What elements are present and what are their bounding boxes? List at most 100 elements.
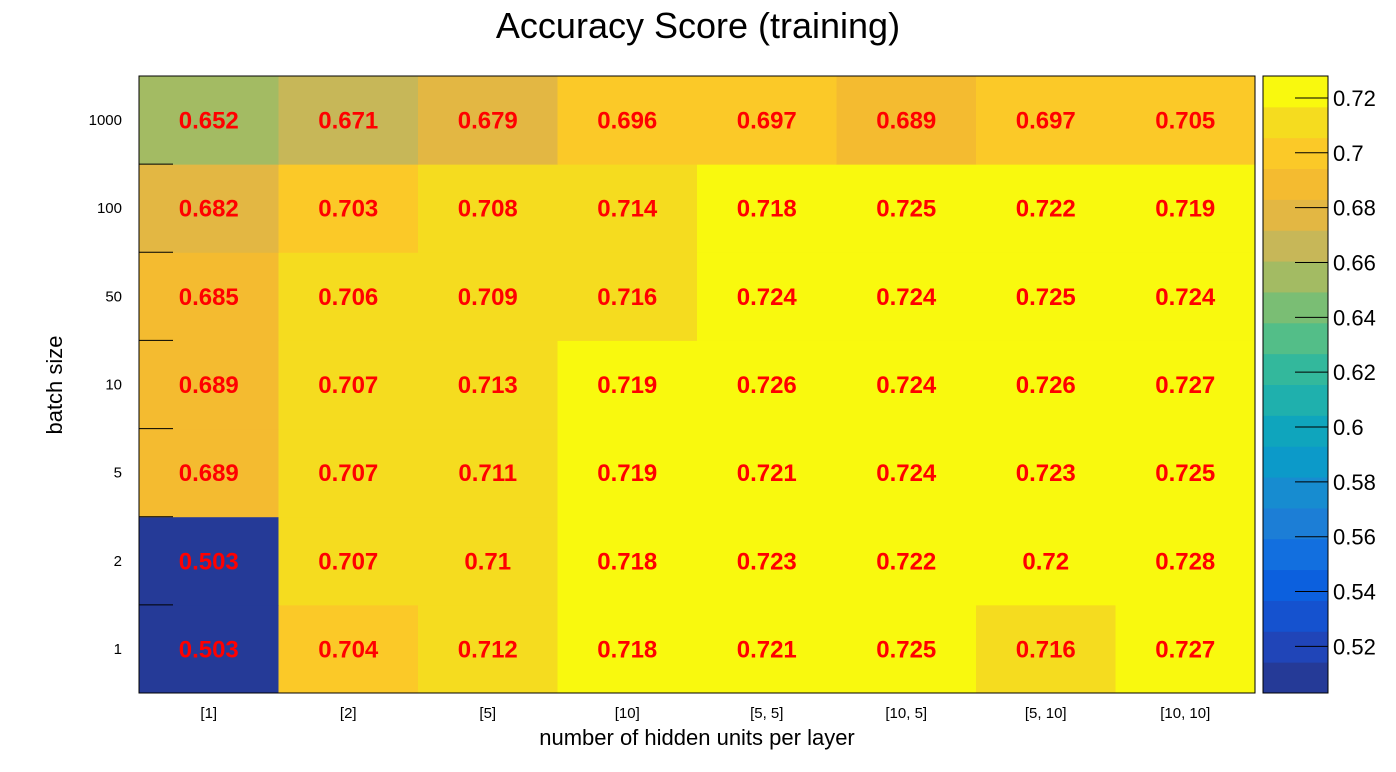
heatmap-cell [418,164,558,253]
colorbar-tick-label: 0.54 [1333,580,1376,605]
colorbar-tick-label: 0.7 [1333,141,1364,166]
cell-value-label: 0.708 [458,196,518,223]
cell-value-label: 0.716 [597,284,657,311]
heatmap-cell [976,340,1116,430]
heatmap-cell [139,340,279,430]
heatmap-cell [418,340,558,430]
heatmap-cell [557,428,698,518]
x-axis-ticks: [1] [2] [5] [10] [5, 5] [10, 5] [5, 10] [10, 10… [200,705,1210,722]
heatmap-cell [557,516,698,606]
heatmap-cell [139,164,279,253]
heatmap-cell [139,428,279,518]
colorbar-segment [1263,137,1328,170]
colorbar-segment [1263,507,1328,540]
x-tick-label: [10] [615,705,640,722]
heatmap-cell [976,604,1116,694]
heatmap-cell [418,252,558,341]
heatmap-cell [697,340,837,430]
heatmap-cell [278,604,419,694]
colorbar-segment [1263,230,1328,262]
heatmap-cell [1115,164,1256,253]
colorbar-tick-label: 0.58 [1333,470,1376,495]
cell-value-label: 0.713 [458,372,518,399]
heatmap-cells [139,76,1256,694]
colorbar-segment [1263,631,1328,663]
cell-value-label: 0.723 [1016,460,1076,487]
x-tick-label: [10, 5] [885,705,927,722]
cell-value-label: 0.723 [737,548,797,575]
y-tick-label: 2 [114,553,122,570]
heatmap-cell [557,76,698,165]
cell-value-label: 0.503 [179,548,239,575]
heatmap-cell [697,428,837,518]
x-axis-label: number of hidden units per layer [539,725,855,750]
heatmap-cell [557,164,698,253]
heatmap-cell [976,76,1116,165]
heatmap-cell [697,604,837,694]
cell-value-labels: 0.503 0.704 0.712 0.718 0.721 0.725 0.716 0.727… [179,108,1216,664]
heatmap-cell [697,252,837,341]
heatmap-cell [557,604,698,694]
x-tick-label: [10, 10] [1160,705,1210,722]
cell-value-label: 0.703 [318,196,378,223]
y-tick-label: 100 [97,200,122,217]
cell-value-label: 0.72 [1022,548,1069,575]
heatmap-cell [976,252,1116,341]
y-axis-label: batch size [42,335,67,434]
heatmap-cell [139,604,279,694]
heatmap-cell [697,164,837,253]
colorbar-segment [1263,569,1328,601]
heatmap-cell [557,252,698,341]
x-tick-label: [1] [200,705,217,722]
heatmap-cell [1115,76,1256,165]
colorbar-segment [1263,76,1328,108]
colorbar-tick-label: 0.68 [1333,196,1376,221]
cell-value-label: 0.727 [1155,372,1215,399]
x-tick-label: [5] [479,705,496,722]
heatmap-cell [1115,340,1256,430]
cell-value-label: 0.685 [179,284,239,311]
y-tick-label: 1000 [89,112,122,129]
heatmap-cell [1115,252,1256,341]
cell-value-label: 0.725 [876,636,936,663]
cell-value-label: 0.724 [1155,284,1216,311]
colorbar-segment [1263,106,1328,139]
cell-value-label: 0.712 [458,636,518,663]
heatmap-cell [139,252,279,341]
y-axis-ticks: 1 2 5 10 50 100 1000 [89,112,173,658]
cell-value-label: 0.652 [179,108,239,135]
cell-value-label: 0.714 [597,196,658,223]
heatmap-cell [139,76,279,165]
heatmap-cell [836,76,977,165]
x-tick-label: [5, 10] [1025,705,1067,722]
y-tick-label: 1 [114,641,122,658]
colorbar [1263,76,1328,694]
cell-value-label: 0.503 [179,636,239,663]
heatmap-cell [418,428,558,518]
y-tick-label: 10 [105,377,122,394]
colorbar-segment [1263,261,1328,293]
cell-value-label: 0.718 [597,548,657,575]
cell-value-label: 0.716 [1016,636,1076,663]
cell-value-label: 0.696 [597,108,657,135]
cell-value-label: 0.671 [318,108,378,135]
heatmap-cell [836,252,977,341]
cell-value-label: 0.722 [1016,196,1076,223]
heatmap-cell [278,516,419,606]
colorbar-tick-label: 0.52 [1333,634,1376,659]
cell-value-label: 0.718 [737,196,797,223]
colorbar-tick-label: 0.66 [1333,250,1376,275]
colorbar-segment [1263,291,1328,324]
colorbar-segment [1263,322,1328,355]
cell-value-label: 0.707 [318,548,378,575]
cell-value-label: 0.726 [1016,372,1076,399]
chart-title: Accuracy Score (training) [496,5,900,46]
colorbar-segment [1263,538,1328,571]
cell-value-label: 0.726 [737,372,797,399]
cell-value-label: 0.689 [179,460,239,487]
colorbar-tick-label: 0.64 [1333,305,1376,330]
cell-value-label: 0.724 [876,372,937,399]
colorbar-segment [1263,600,1328,632]
heatmap-cell [836,340,977,430]
